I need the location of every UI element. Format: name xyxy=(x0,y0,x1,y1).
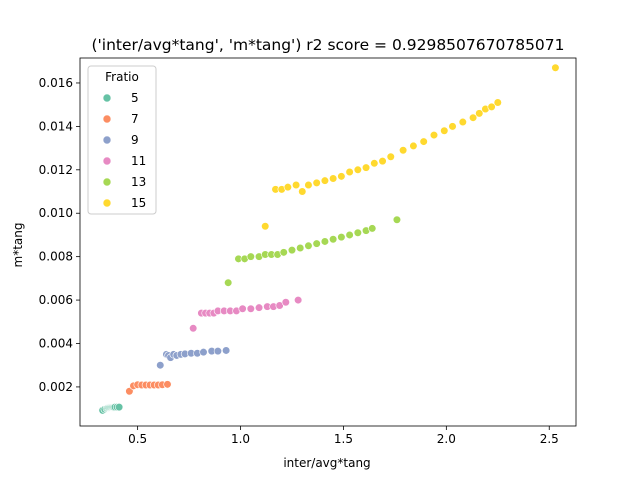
data-point-fratio-13 xyxy=(304,241,313,250)
legend-marker-7 xyxy=(102,114,112,124)
legend: Fratio 5 7 9 11 13 15 xyxy=(87,65,157,215)
data-point-fratio-15 xyxy=(493,98,502,107)
data-point-fratio-13 xyxy=(392,215,402,224)
data-point-fratio-15 xyxy=(370,159,379,168)
data-points xyxy=(98,63,560,415)
legend-box xyxy=(87,65,157,215)
data-point-fratio-9 xyxy=(199,348,208,357)
legend-title: Fratio xyxy=(105,70,139,84)
x-tick-label: 1.0 xyxy=(231,432,250,446)
data-point-fratio-15 xyxy=(353,165,362,174)
legend-label-13: 13 xyxy=(131,175,146,189)
legend-label-5: 5 xyxy=(131,91,139,105)
data-point-fratio-13 xyxy=(246,252,255,261)
data-point-fratio-15 xyxy=(429,130,439,140)
data-point-fratio-13 xyxy=(312,239,321,248)
data-point-fratio-13 xyxy=(329,235,338,244)
data-point-fratio-7 xyxy=(125,387,134,396)
data-point-fratio-15 xyxy=(475,109,484,118)
data-point-fratio-13 xyxy=(368,224,377,233)
x-tick-label: 2.5 xyxy=(540,432,559,446)
data-point-fratio-15 xyxy=(487,102,496,111)
data-point-fratio-15 xyxy=(378,157,387,166)
x-axis: 0.5 1.0 1.5 2.0 2.5 xyxy=(128,426,559,446)
data-point-fratio-15 xyxy=(440,126,449,135)
data-point-fratio-15 xyxy=(468,113,478,122)
data-point-fratio-11 xyxy=(238,304,247,313)
data-point-fratio-15 xyxy=(329,174,338,183)
x-tick-label: 0.5 xyxy=(128,432,147,446)
data-point-fratio-9 xyxy=(156,361,165,370)
data-point-fratio-11 xyxy=(294,295,303,305)
data-point-fratio-11 xyxy=(254,303,264,312)
legend-marker-5 xyxy=(102,93,112,103)
data-point-fratio-11 xyxy=(189,324,198,333)
data-point-fratio-15 xyxy=(361,163,371,172)
data-point-fratio-13 xyxy=(279,248,288,257)
data-point-fratio-15 xyxy=(261,222,270,231)
data-point-fratio-15 xyxy=(551,63,560,72)
x-tick-label: 2.0 xyxy=(437,432,456,446)
legend-label-9: 9 xyxy=(131,133,139,147)
data-point-fratio-15 xyxy=(458,117,467,127)
data-point-fratio-15 xyxy=(298,187,307,196)
data-point-fratio-9 xyxy=(213,346,222,356)
data-point-fratio-15 xyxy=(386,152,395,161)
data-point-fratio-13 xyxy=(345,230,354,240)
data-point-fratio-13 xyxy=(320,237,330,246)
legend-label-11: 11 xyxy=(131,154,146,168)
x-tick-label: 1.5 xyxy=(334,432,353,446)
y-tick-label: 0.004 xyxy=(39,336,73,350)
data-point-fratio-15 xyxy=(337,172,346,181)
y-axis-label: m*tang xyxy=(11,223,25,268)
legend-label-15: 15 xyxy=(131,196,146,210)
data-point-fratio-15 xyxy=(320,176,330,185)
y-tick-label: 0.012 xyxy=(39,163,73,177)
y-tick-label: 0.006 xyxy=(39,293,73,307)
data-point-fratio-15 xyxy=(409,141,418,151)
data-point-fratio-7 xyxy=(163,380,172,389)
data-point-fratio-11 xyxy=(281,298,290,307)
data-point-fratio-13 xyxy=(296,243,305,253)
plot-area xyxy=(79,57,577,427)
data-point-fratio-15 xyxy=(345,167,354,177)
legend-marker-11 xyxy=(102,156,112,166)
data-point-fratio-15 xyxy=(291,180,301,190)
data-point-fratio-15 xyxy=(399,146,408,155)
data-point-fratio-15 xyxy=(419,137,428,146)
y-axis: 0.002 0.004 0.006 0.008 0.010 0.012 0.014 0.016 xyxy=(39,76,80,394)
data-point-fratio-15 xyxy=(448,122,457,131)
data-point-fratio-15 xyxy=(312,178,321,187)
legend-marker-15 xyxy=(102,198,112,208)
y-tick-label: 0.002 xyxy=(39,380,73,394)
legend-entries: 5 7 9 11 13 15 xyxy=(102,91,146,210)
legend-label-7: 7 xyxy=(131,112,139,126)
y-tick-label: 0.008 xyxy=(39,250,73,264)
y-tick-label: 0.016 xyxy=(39,76,73,90)
data-point-fratio-15 xyxy=(283,183,292,192)
data-point-fratio-13 xyxy=(353,228,362,237)
legend-marker-13 xyxy=(102,177,112,187)
data-point-fratio-13 xyxy=(224,278,233,287)
data-point-fratio-5 xyxy=(115,403,124,412)
legend-marker-9 xyxy=(102,135,112,145)
y-tick-label: 0.010 xyxy=(39,206,73,220)
data-point-fratio-15 xyxy=(304,180,313,190)
data-point-fratio-13 xyxy=(337,233,346,242)
data-point-fratio-11 xyxy=(246,304,255,313)
data-point-fratio-9 xyxy=(222,346,231,355)
chart-title: ('inter/avg*tang', 'm*tang') r2 score = … xyxy=(91,36,564,54)
y-tick-label: 0.014 xyxy=(39,119,73,133)
x-axis-label: inter/avg*tang xyxy=(283,456,370,470)
data-point-fratio-13 xyxy=(287,246,297,255)
